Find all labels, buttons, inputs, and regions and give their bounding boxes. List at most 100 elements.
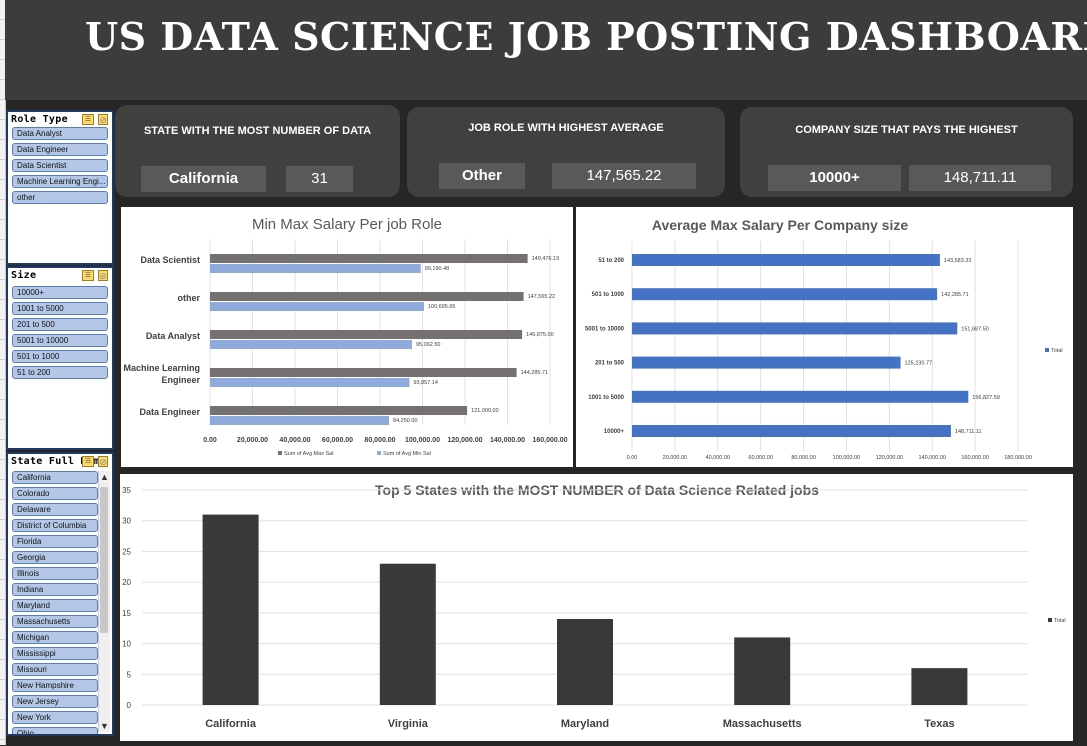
- slicer-item[interactable]: Michigan: [12, 631, 98, 644]
- bar: [632, 288, 938, 301]
- bar: [911, 668, 968, 705]
- data-label: 93,857.14: [413, 380, 437, 386]
- role-type-slicer[interactable]: Role Type ☰ ⊘ Data Analyst Data Engineer Da…: [6, 110, 114, 265]
- multi-select-icon[interactable]: ☰: [82, 114, 94, 125]
- scroll-down-icon[interactable]: ▼: [100, 721, 109, 731]
- slicer-scrollbar[interactable]: ▲ ▼: [98, 471, 110, 732]
- category-label: 501 to 1000: [592, 292, 625, 298]
- scrollbar-thumb[interactable]: [100, 487, 108, 633]
- slicer-item[interactable]: Missouri: [12, 663, 98, 676]
- y-tick-label: 35: [122, 486, 131, 495]
- state-slicer[interactable]: State Full Name ☰ ⊘ ▲ ▼ California Colorad…: [6, 452, 114, 736]
- category-label: 201 to 500: [595, 361, 625, 367]
- category-label: Data Scientist: [140, 255, 200, 265]
- company-size-chart-svg: Average Max Salary Per Company size 0.00 2…: [585, 217, 1063, 461]
- dashboard-header: US DATA SCIENCE JOB POSTING DASHBOARD: [5, 0, 1087, 100]
- slicer-item[interactable]: New Hampshire: [12, 679, 98, 692]
- slicer-item[interactable]: Machine Learning Engi...: [12, 175, 108, 188]
- legend-label: Sum of Avg Max Sal: [284, 451, 333, 457]
- data-label: 100,695.65: [428, 304, 456, 310]
- y-tick-label: 5: [127, 670, 132, 679]
- x-tick-label: 0.00: [203, 437, 217, 444]
- bar: [734, 637, 791, 705]
- slicer-item[interactable]: Illinois: [12, 567, 98, 580]
- category-label: Data Analyst: [146, 331, 200, 341]
- data-label: 148,711.11: [955, 429, 982, 435]
- company-size-salary-chart: Average Max Salary Per Company size 0.00 2…: [576, 207, 1073, 467]
- slicer-item[interactable]: California: [12, 471, 98, 484]
- slicer-item[interactable]: 501 to 1000: [12, 350, 108, 363]
- y-tick-label: 30: [122, 517, 131, 526]
- slicer-item[interactable]: Data Engineer: [12, 143, 108, 156]
- slicer-item[interactable]: 1001 to 5000: [12, 302, 108, 315]
- data-label: 143,583.33: [944, 258, 972, 264]
- bar: [210, 302, 424, 311]
- category-label: other: [178, 293, 201, 303]
- bar: [210, 330, 523, 339]
- slicer-item[interactable]: Florida: [12, 535, 98, 548]
- category-label: Machine Learning: [123, 363, 200, 373]
- slicer-item[interactable]: Data Analyst: [12, 127, 108, 140]
- bar: [210, 292, 524, 301]
- category-label: Massachusetts: [723, 718, 802, 730]
- legend-swatch: [1045, 348, 1049, 352]
- slicer-item[interactable]: Data Scientist: [12, 159, 108, 172]
- x-tick-label: 160,000.00: [961, 455, 989, 461]
- kpi-value: California: [141, 166, 266, 192]
- scroll-up-icon[interactable]: ▲: [100, 472, 109, 482]
- slicer-item[interactable]: 10000+: [12, 286, 108, 299]
- slicer-item[interactable]: Massachusetts: [12, 615, 98, 628]
- slicer-item[interactable]: Ohio: [12, 727, 98, 734]
- y-tick-label: 20: [122, 578, 131, 587]
- bar: [210, 340, 413, 349]
- category-label: Texas: [924, 718, 954, 730]
- size-slicer[interactable]: Size ☰ ⊘ 10000+ 1001 to 5000 201 to 500 5001…: [6, 266, 114, 450]
- legend-swatch: [377, 451, 381, 455]
- kpi-amount: 148,711.11: [909, 165, 1051, 191]
- slicer-item[interactable]: Indiana: [12, 583, 98, 596]
- slicer-item[interactable]: Maryland: [12, 599, 98, 612]
- spreadsheet-gridlines: [0, 0, 6, 745]
- slicer-title: Role Type: [11, 114, 68, 125]
- x-tick-label: 140,000.00: [918, 455, 946, 461]
- category-label: 5001 to 10000: [585, 326, 625, 332]
- data-label: 121,000.00: [471, 408, 499, 414]
- x-tick-label: 180,000.00: [1004, 455, 1032, 461]
- x-tick-label: 60,000.00: [322, 437, 353, 444]
- y-tick-label: 15: [122, 609, 131, 618]
- slicer-item[interactable]: 5001 to 10000: [12, 334, 108, 347]
- clear-filter-icon[interactable]: ⊘: [98, 270, 108, 281]
- slicer-item[interactable]: other: [12, 191, 108, 204]
- y-tick-label: 0: [127, 701, 132, 710]
- slicer-item[interactable]: New York: [12, 711, 98, 724]
- slicer-item[interactable]: Delaware: [12, 503, 98, 516]
- slicer-item[interactable]: Georgia: [12, 551, 98, 564]
- data-label: 84,250.00: [393, 418, 417, 424]
- chart-title: Average Max Salary Per Company size: [652, 217, 908, 233]
- multi-select-icon[interactable]: ☰: [82, 456, 94, 467]
- y-tick-label: 10: [122, 640, 131, 649]
- slicer-item[interactable]: New Jersey: [12, 695, 98, 708]
- legend-swatch: [278, 451, 282, 455]
- role-salary-chart-svg: Min Max Salary Per job Role 0.00 20,000.00…: [123, 216, 567, 457]
- data-label: 144,285.71: [521, 370, 549, 376]
- data-label: 149,476.19: [532, 256, 560, 262]
- data-label: 151,687.50: [961, 326, 989, 332]
- multi-select-icon[interactable]: ☰: [82, 270, 94, 281]
- slicer-item[interactable]: 51 to 200: [12, 366, 108, 379]
- kpi-card-state: STATE WITH THE MOST NUMBER OF DATA Calif…: [115, 105, 400, 197]
- data-label: 125,230.77: [905, 361, 933, 367]
- slicer-item[interactable]: 201 to 500: [12, 318, 108, 331]
- slicer-item[interactable]: District of Columbia: [12, 519, 98, 532]
- category-label: 51 to 200: [598, 258, 624, 264]
- clear-filter-icon[interactable]: ⊘: [98, 456, 108, 467]
- data-label: 95,062.50: [416, 342, 440, 348]
- slicer-item[interactable]: Mississippi: [12, 647, 98, 660]
- y-tick-label: 25: [122, 547, 131, 556]
- kpi-card-role: JOB ROLE WITH HIGHEST AVERAGE Other 147,…: [407, 107, 725, 197]
- slicer-item[interactable]: Colorado: [12, 487, 98, 500]
- clear-filter-icon[interactable]: ⊘: [98, 114, 108, 125]
- data-label: 142,285.71: [941, 292, 969, 298]
- bar: [379, 563, 436, 705]
- kpi-value: Other: [439, 163, 525, 189]
